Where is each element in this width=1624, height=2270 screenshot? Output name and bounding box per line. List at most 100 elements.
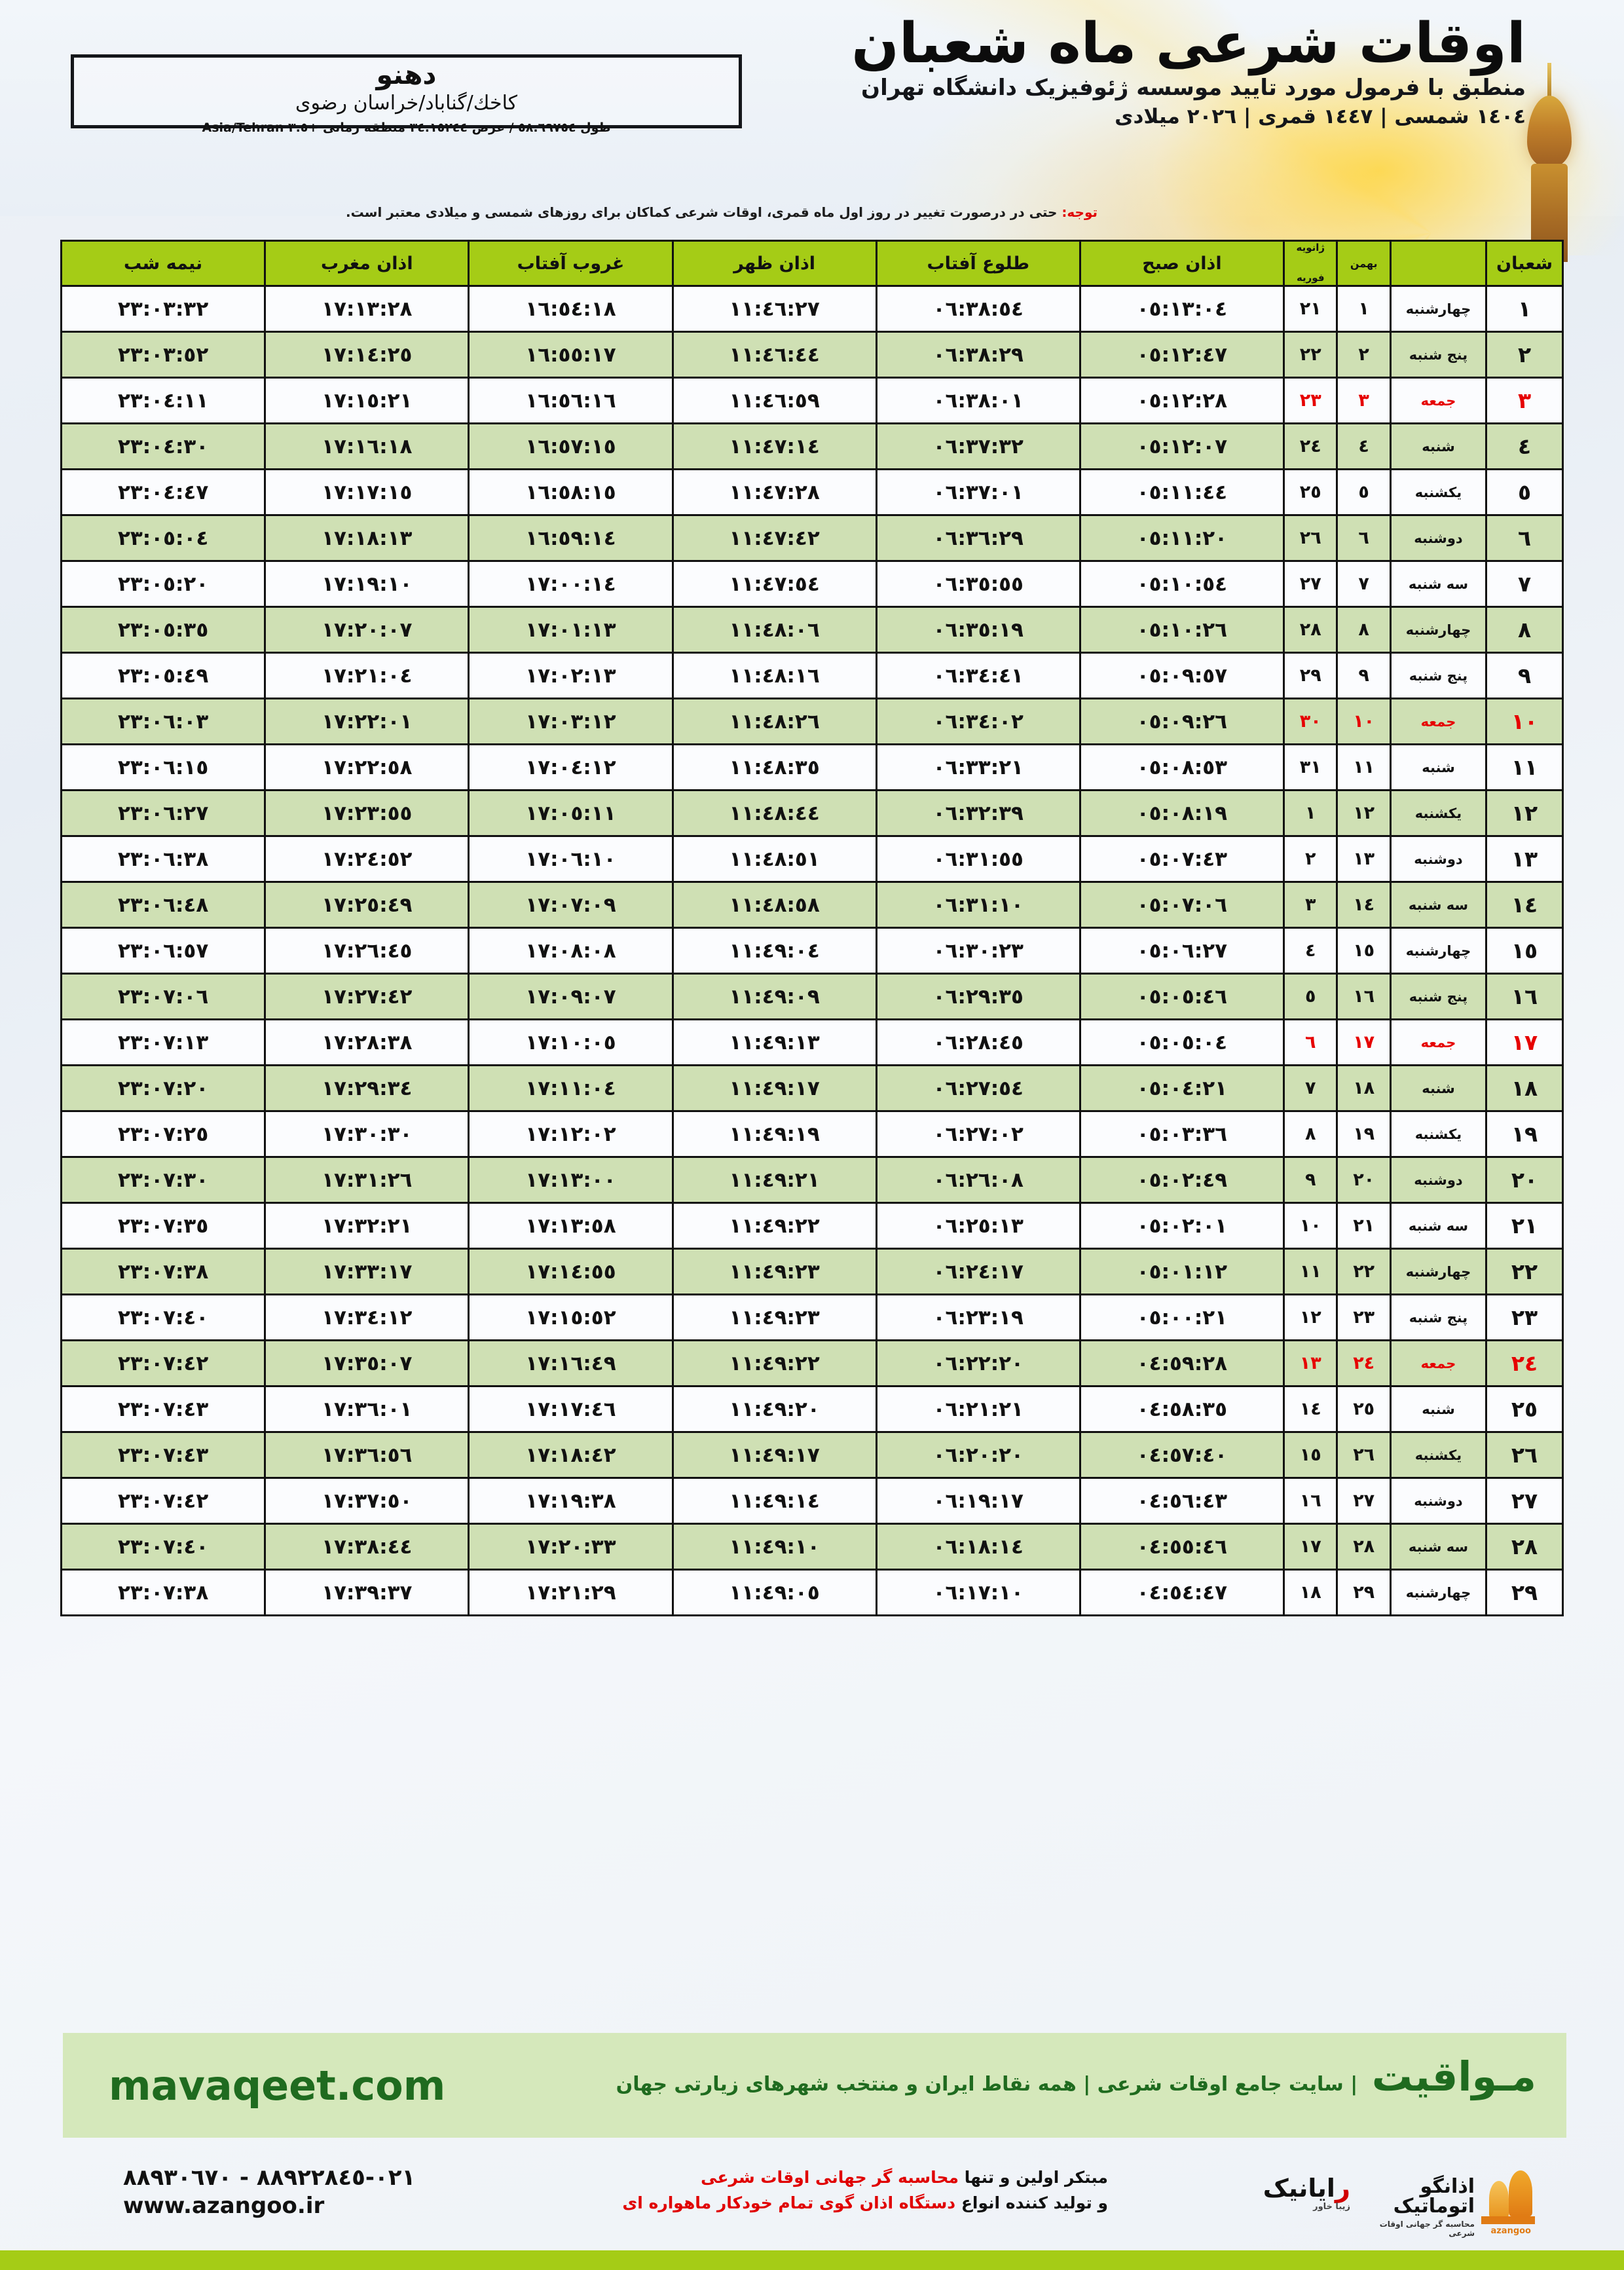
cell-maghrib: ١٧:٣٣:١٧ — [264, 1248, 470, 1295]
cell-sunrise: ٠٦:٣٥:٥٥ — [875, 560, 1081, 608]
cell-sunset: ١٦:٥٨:١٥ — [468, 468, 674, 516]
cell-fajr: ٠٥:١٢:٤٧ — [1079, 331, 1285, 379]
cell-maghrib: ١٧:١٤:٢٥ — [264, 331, 470, 379]
table-row: ٦ دوشنبه ٦ ٢٦ ٠٥:١١:٢٠ ٠٦:٣٦:٢٩ ١١:٤٧:٤٢ ١٦:٥٩:… — [60, 514, 1564, 562]
cell-midnight: ٢٣:٠٧:٣٨ — [60, 1569, 267, 1616]
col-header-maghrib: اذان مغرب — [264, 240, 470, 287]
table-row: ٢١ سه شنبه ٢١ ١٠ ٠٥:٠٢:٠١ ٠٦:٢٥:١٣ ١١:٤٩:٢٢ ١٧:… — [60, 1202, 1564, 1250]
cell-weekday: شنبه — [1389, 1385, 1488, 1433]
cell-greg: ٢٩ — [1283, 652, 1338, 699]
cell-shaban: ٢٤ — [1485, 1339, 1564, 1387]
cell-maghrib: ١٧:٣٧:٥٠ — [264, 1477, 470, 1525]
cell-weekday: جمعه — [1389, 1339, 1488, 1387]
cell-bahman: ٢٧ — [1336, 1477, 1392, 1525]
rayanik-sub: زیبا خاور — [1313, 2202, 1350, 2212]
footer-website-link[interactable]: mavaqeet.com — [109, 2062, 446, 2110]
mosque-minaret-icon — [1518, 60, 1581, 262]
cell-bahman: ٢٥ — [1336, 1385, 1392, 1433]
cell-bahman: ٢٢ — [1336, 1248, 1392, 1295]
cell-maghrib: ١٧:٣٦:٠١ — [264, 1385, 470, 1433]
cell-greg: ٢٧ — [1283, 560, 1338, 608]
cell-sunset: ١٦:٥٩:١٤ — [468, 514, 674, 562]
cell-sunset: ١٧:٢٠:٣٣ — [468, 1523, 674, 1571]
cell-greg: ١٢ — [1283, 1293, 1338, 1341]
greg-month-bottom: فوریه — [1296, 272, 1325, 284]
cell-fajr: ٠٥:٠٨:٥٣ — [1079, 743, 1285, 791]
cell-greg: ١١ — [1283, 1248, 1338, 1295]
cell-maghrib: ١٧:٢٧:٤٢ — [264, 973, 470, 1020]
cell-maghrib: ١٧:٣٢:٢١ — [264, 1202, 470, 1250]
cell-fajr: ٠٤:٥٧:٤٠ — [1079, 1431, 1285, 1479]
cell-bahman: ١١ — [1336, 743, 1392, 791]
table-row: ٧ سه شنبه ٧ ٢٧ ٠٥:١٠:٥٤ ٠٦:٣٥:٥٥ ١١:٤٧:٥٤ ١٧:٠٠… — [60, 560, 1564, 608]
cell-sunset: ١٦:٥٦:١٦ — [468, 377, 674, 424]
contact-website[interactable]: www.azangoo.ir — [123, 2192, 325, 2219]
cell-greg: ٢١ — [1283, 285, 1338, 333]
table-row: ١٠ جمعه ١٠ ٣٠ ٠٥:٠٩:٢٦ ٠٦:٣٤:٠٢ ١١:٤٨:٢٦ ١٧:٠٣:… — [60, 698, 1564, 745]
col-header-shaban: شعبان — [1485, 240, 1564, 287]
cell-dhuhr: ١١:٤٩:٢٢ — [671, 1202, 877, 1250]
cell-sunset: ١٧:٠٨:٠٨ — [468, 927, 674, 975]
page-subtitle: منطبق با فرمول مورد تایید موسسه ژئوفیزیک… — [861, 74, 1526, 101]
cell-dhuhr: ١١:٤٩:١٧ — [671, 1064, 877, 1112]
table-row: ١ چهارشنبه ١ ٢١ ٠٥:١٣:٠٤ ٠٦:٣٨:٥٤ ١١:٤٦:٢٧ ١٦:٥… — [60, 285, 1564, 333]
cell-bahman: ٢٨ — [1336, 1523, 1392, 1571]
cell-sunset: ١٧:١٧:٤٦ — [468, 1385, 674, 1433]
cell-weekday: چهارشنبه — [1389, 1248, 1488, 1295]
cell-sunrise: ٠٦:٣٨:٥٤ — [875, 285, 1081, 333]
cell-sunset: ١٦:٥٤:١٨ — [468, 285, 674, 333]
cell-sunrise: ٠٦:١٧:١٠ — [875, 1569, 1081, 1616]
table-header-row: شعبان بهمن ژانویه فوریه اذان صبح طلوع آف… — [60, 240, 1564, 287]
cell-greg: ٥ — [1283, 973, 1338, 1020]
cell-fajr: ٠٥:١٢:٢٨ — [1079, 377, 1285, 424]
footer-brand-name: مـواقیت — [1371, 2053, 1536, 2100]
cell-fajr: ٠٥:٠٩:٥٧ — [1079, 652, 1285, 699]
cell-weekday: چهارشنبه — [1389, 285, 1488, 333]
cell-sunrise: ٠٦:١٩:١٧ — [875, 1477, 1081, 1525]
cell-fajr: ٠٥:٠١:١٢ — [1079, 1248, 1285, 1295]
cell-sunset: ١٧:٠٩:٠٧ — [468, 973, 674, 1020]
cell-sunset: ١٧:١٨:٤٢ — [468, 1431, 674, 1479]
cell-midnight: ٢٣:٠٦:٣٨ — [60, 835, 267, 883]
cell-bahman: ١٩ — [1336, 1110, 1392, 1158]
azangoo-icon-label: azangoo — [1490, 2226, 1531, 2236]
cell-weekday: یکشنبه — [1389, 1431, 1488, 1479]
cell-greg: ٢٣ — [1283, 377, 1338, 424]
cell-midnight: ٢٣:٠٥:٤٩ — [60, 652, 267, 699]
cell-sunrise: ٠٦:٣١:١٠ — [875, 881, 1081, 929]
cell-weekday: یکشنبه — [1389, 1110, 1488, 1158]
note-text: توجه: حتی در درصورت تغییر در روز اول ماه… — [63, 204, 1098, 220]
cell-greg: ٢٦ — [1283, 514, 1338, 562]
cell-dhuhr: ١١:٤٨:٥٨ — [671, 881, 877, 929]
cell-bahman: ٨ — [1336, 606, 1392, 654]
cell-weekday: سه شنبه — [1389, 881, 1488, 929]
greg-month-top: ژانویه — [1296, 242, 1325, 253]
cell-shaban: ٤ — [1485, 422, 1564, 470]
cell-midnight: ٢٣:٠٦:٤٨ — [60, 881, 267, 929]
cell-weekday: جمعه — [1389, 1018, 1488, 1066]
cell-sunset: ١٧:١٠:٠٥ — [468, 1018, 674, 1066]
cell-fajr: ٠٥:١٣:٠٤ — [1079, 285, 1285, 333]
cell-dhuhr: ١١:٤٦:٤٤ — [671, 331, 877, 379]
cell-dhuhr: ١١:٤٨:٢٦ — [671, 698, 877, 745]
cell-greg: ٧ — [1283, 1064, 1338, 1112]
table-row: ١٢ یکشنبه ١٢ ١ ٠٥:٠٨:١٩ ٠٦:٣٢:٣٩ ١١:٤٨:٤٤ ١٧:٠٥… — [60, 789, 1564, 837]
cell-bahman: ٥ — [1336, 468, 1392, 516]
cell-greg: ١ — [1283, 789, 1338, 837]
cell-weekday: دوشنبه — [1389, 835, 1488, 883]
table-row: ١٧ جمعه ١٧ ٦ ٠٥:٠٥:٠٤ ٠٦:٢٨:٤٥ ١١:٤٩:١٣ ١٧:١٠:٠… — [60, 1018, 1564, 1066]
cell-dhuhr: ١١:٤٩:٢٣ — [671, 1248, 877, 1295]
cell-maghrib: ١٧:٢١:٠٤ — [264, 652, 470, 699]
cell-weekday: یکشنبه — [1389, 789, 1488, 837]
slogan-line1-highlight: محاسبه گر جهانی اوقات شرعی — [701, 2168, 959, 2187]
footer-contact-strip: ٠٢١-٨٨٩٢٢٨٤٥ - ٨٨٩٣٠٦٧٠ www.azangoo.ir م… — [63, 2152, 1566, 2244]
azangoo-logo: azangoo اذانگو اتوماتیک محاسبه گر جهانی … — [1361, 2161, 1538, 2239]
col-header-solar-month: بهمن — [1336, 240, 1392, 287]
company-slogan: مبتکر اولین و تنها محاسبه گر جهانی اوقات… — [532, 2165, 1108, 2216]
table-row: ٢٣ پنج شنبه ٢٣ ١٢ ٠٥:٠٠:٢١ ٠٦:٢٣:١٩ ١١:٤٩:٢٣ ١٧… — [60, 1293, 1564, 1341]
cell-sunset: ١٧:١٤:٥٥ — [468, 1248, 674, 1295]
slogan-line2-highlight: دستگاه اذان گوی تمام خودکار ماهواره ای — [622, 2193, 956, 2212]
cell-shaban: ٢٦ — [1485, 1431, 1564, 1479]
cell-fajr: ٠٤:٥٩:٢٨ — [1079, 1339, 1285, 1387]
cell-weekday: جمعه — [1389, 377, 1488, 424]
